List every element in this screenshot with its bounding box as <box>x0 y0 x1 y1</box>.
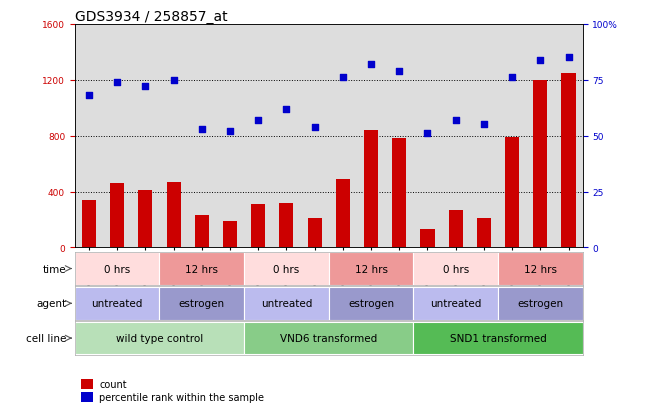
Text: agent: agent <box>36 299 66 309</box>
Text: count: count <box>99 379 127 389</box>
Bar <box>307 218 322 248</box>
Bar <box>244 253 329 285</box>
Point <box>84 93 94 100</box>
Point <box>535 57 546 64</box>
Bar <box>505 138 519 248</box>
Bar <box>561 74 575 248</box>
Point <box>366 62 376 68</box>
Bar <box>159 287 244 320</box>
Bar <box>159 253 244 285</box>
Point <box>197 126 207 133</box>
Text: estrogen: estrogen <box>348 299 394 309</box>
Text: estrogen: estrogen <box>179 299 225 309</box>
Text: 12 hrs: 12 hrs <box>355 264 387 274</box>
Text: cell line: cell line <box>26 333 66 343</box>
Text: untreated: untreated <box>92 299 143 309</box>
Text: wild type control: wild type control <box>116 333 203 343</box>
Bar <box>82 200 96 248</box>
Bar <box>449 210 463 248</box>
Point <box>338 75 348 82</box>
Bar <box>81 379 92 389</box>
Bar <box>392 139 406 248</box>
Point <box>253 117 264 124</box>
Text: 12 hrs: 12 hrs <box>186 264 218 274</box>
Bar <box>329 287 413 320</box>
Point <box>225 128 235 135</box>
Bar <box>421 230 435 248</box>
Bar <box>244 287 329 320</box>
Text: estrogen: estrogen <box>518 299 563 309</box>
Bar <box>336 180 350 248</box>
Bar <box>498 287 583 320</box>
Bar <box>413 253 498 285</box>
Text: time: time <box>43 264 66 274</box>
Point <box>112 79 122 86</box>
Bar <box>195 216 209 248</box>
Bar <box>533 81 547 248</box>
Point <box>478 122 489 128</box>
Bar <box>139 191 152 248</box>
Text: 0 hrs: 0 hrs <box>443 264 469 274</box>
Bar <box>279 203 294 248</box>
Text: 12 hrs: 12 hrs <box>524 264 557 274</box>
Bar <box>477 218 491 248</box>
Point <box>140 84 150 90</box>
Bar <box>75 287 159 320</box>
Bar <box>251 204 266 248</box>
Bar <box>329 253 413 285</box>
Point <box>394 68 404 75</box>
Point <box>507 75 518 82</box>
Bar <box>413 322 583 354</box>
Point <box>309 124 320 131</box>
Bar <box>75 253 159 285</box>
Bar <box>364 131 378 248</box>
Point <box>422 131 433 138</box>
Text: untreated: untreated <box>430 299 481 309</box>
Text: 0 hrs: 0 hrs <box>104 264 130 274</box>
Bar <box>75 322 244 354</box>
Bar <box>81 392 92 402</box>
Text: untreated: untreated <box>261 299 312 309</box>
Bar <box>413 287 498 320</box>
Bar <box>167 182 181 248</box>
Point <box>450 117 461 124</box>
Text: percentile rank within the sample: percentile rank within the sample <box>99 392 264 402</box>
Text: 0 hrs: 0 hrs <box>273 264 299 274</box>
Point <box>563 55 574 62</box>
Text: SND1 transformed: SND1 transformed <box>450 333 546 343</box>
Text: GDS3934 / 258857_at: GDS3934 / 258857_at <box>75 10 227 24</box>
Bar <box>110 184 124 248</box>
Point <box>281 106 292 113</box>
Bar <box>223 221 237 248</box>
Text: VND6 transformed: VND6 transformed <box>280 333 378 343</box>
Point <box>169 77 179 84</box>
Bar <box>244 322 413 354</box>
Bar <box>498 253 583 285</box>
